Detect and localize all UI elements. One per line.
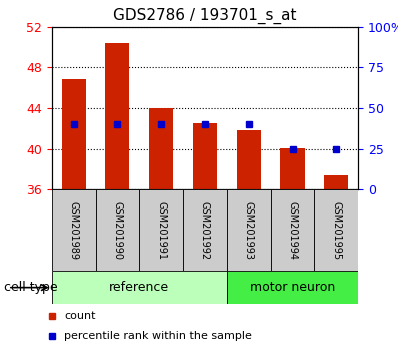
Bar — [105, 43, 129, 189]
Bar — [227, 271, 358, 304]
Text: GSM201990: GSM201990 — [112, 201, 123, 259]
Text: motor neuron: motor neuron — [250, 281, 335, 294]
Bar — [281, 148, 304, 189]
Bar — [271, 189, 314, 271]
Text: GSM201993: GSM201993 — [244, 201, 254, 259]
Text: cell type: cell type — [4, 281, 58, 294]
Bar — [62, 80, 86, 189]
Text: GSM201992: GSM201992 — [200, 200, 210, 260]
Text: GSM201989: GSM201989 — [68, 201, 79, 259]
Bar — [149, 108, 173, 189]
Text: GSM201991: GSM201991 — [156, 201, 166, 259]
Bar — [324, 175, 348, 189]
Text: reference: reference — [109, 281, 170, 294]
Bar — [227, 189, 271, 271]
Bar — [52, 271, 227, 304]
Bar — [314, 189, 358, 271]
Bar — [139, 189, 183, 271]
Text: percentile rank within the sample: percentile rank within the sample — [64, 331, 252, 341]
Text: count: count — [64, 311, 96, 321]
Text: GSM201995: GSM201995 — [331, 200, 341, 260]
Bar — [183, 189, 227, 271]
Bar — [52, 189, 96, 271]
Bar — [237, 130, 261, 189]
Bar — [193, 123, 217, 189]
Title: GDS2786 / 193701_s_at: GDS2786 / 193701_s_at — [113, 7, 297, 24]
Bar — [96, 189, 139, 271]
Text: GSM201994: GSM201994 — [287, 201, 298, 259]
